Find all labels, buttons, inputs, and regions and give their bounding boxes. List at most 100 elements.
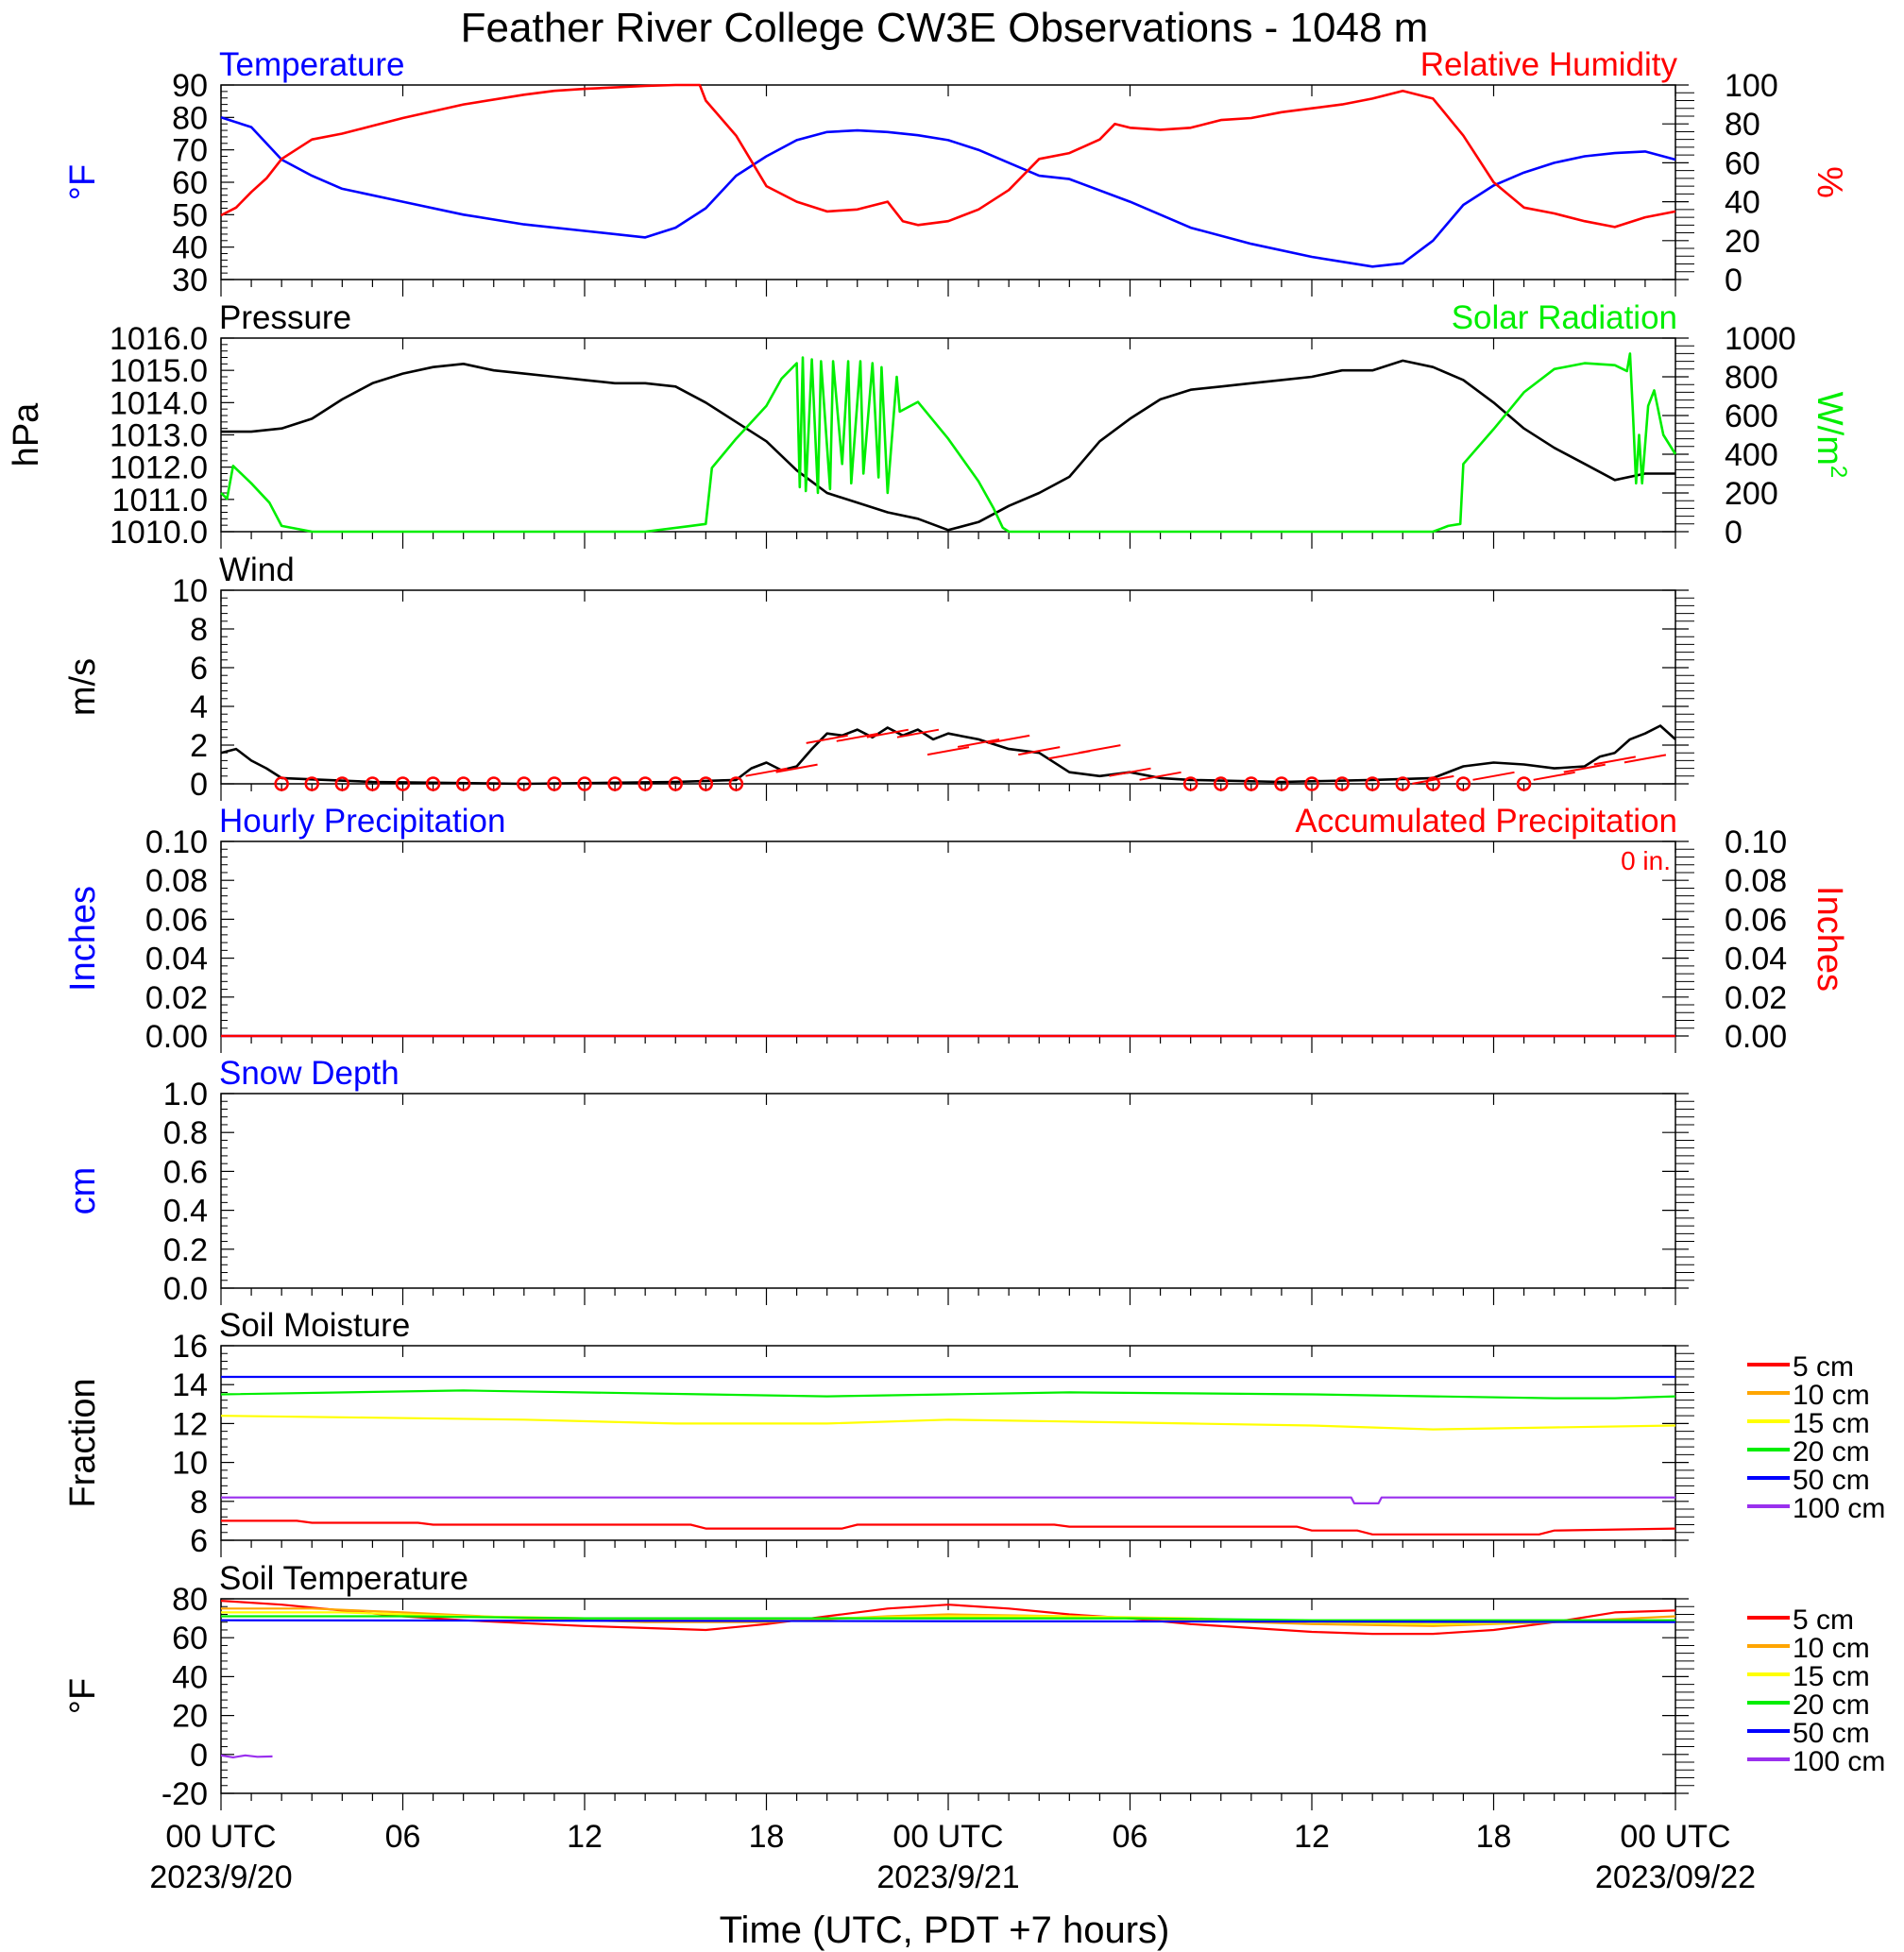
y-axis-label-right-sup: 2 bbox=[1826, 466, 1851, 478]
series-line-wind bbox=[220, 724, 1676, 786]
legend-label: 20 cm bbox=[1793, 1436, 1870, 1468]
y-tick-label-right: 20 bbox=[1725, 224, 1760, 260]
y-tick-label: 6 bbox=[190, 651, 208, 687]
wind-calm-marker bbox=[607, 776, 622, 791]
y-tick-label: 1015.0 bbox=[110, 353, 208, 389]
y-tick-label-right: 80 bbox=[1725, 107, 1760, 143]
x-tick-label: 12 bbox=[567, 1819, 603, 1855]
y-tick-label: 30 bbox=[172, 263, 208, 298]
wind-calm-marker bbox=[517, 776, 532, 791]
wind-barb bbox=[1109, 767, 1151, 777]
wind-barb bbox=[1624, 754, 1667, 764]
y-tick-label: 0.04 bbox=[145, 942, 208, 977]
wind-calm-marker bbox=[1425, 776, 1441, 791]
panel-title-left: Soil Moisture bbox=[219, 1307, 410, 1344]
y-tick-label-right: 0.06 bbox=[1725, 902, 1787, 938]
wind-barb bbox=[1533, 771, 1575, 781]
panel-annotation: 0 in. bbox=[1621, 846, 1671, 875]
x-tick-label: 12 bbox=[1294, 1819, 1330, 1855]
y-tick-label-right: 100 bbox=[1725, 68, 1778, 104]
x-date-label: 2023/9/21 bbox=[876, 1859, 1019, 1895]
y-axis-label: hPa bbox=[7, 402, 46, 467]
y-tick-label: 60 bbox=[172, 165, 208, 201]
wind-barb bbox=[775, 763, 818, 773]
y-tick-label: 40 bbox=[172, 1659, 208, 1695]
panel-frame bbox=[220, 1345, 1676, 1541]
panel-title-left: Pressure bbox=[219, 299, 351, 336]
y-tick-label: 8 bbox=[190, 612, 208, 648]
legend-label: 5 cm bbox=[1793, 1604, 1854, 1636]
y-tick-label: 1013.0 bbox=[110, 418, 208, 454]
y-tick-label: 1012.0 bbox=[110, 450, 208, 486]
legend-label: 10 cm bbox=[1793, 1380, 1870, 1411]
wind-barb bbox=[987, 734, 1030, 744]
wind-barb bbox=[957, 738, 1000, 748]
wind-calm-marker bbox=[1274, 776, 1289, 791]
wind-barb bbox=[866, 728, 910, 738]
wind-barb bbox=[1018, 746, 1061, 756]
y-tick-label: 0.06 bbox=[145, 902, 208, 938]
series-line-20-cm bbox=[221, 1615, 1675, 1621]
y-axis-label-right: Inches bbox=[1810, 886, 1849, 992]
y-axis-label: cm bbox=[63, 1167, 103, 1215]
wind-calm-marker bbox=[547, 776, 562, 791]
y-tick-label: 70 bbox=[172, 133, 208, 169]
y-tick-label: 0 bbox=[190, 767, 208, 803]
series-line-5-cm bbox=[221, 1519, 1676, 1536]
y-tick-label: 0.08 bbox=[145, 863, 208, 899]
wind-calm-marker bbox=[486, 776, 502, 791]
y-tick-label: 0.4 bbox=[163, 1194, 208, 1230]
wind-barb bbox=[836, 732, 878, 742]
y-tick-label-right: 0.02 bbox=[1725, 980, 1787, 1016]
y-tick-label-right: 200 bbox=[1725, 476, 1778, 512]
y-tick-label-right: 800 bbox=[1725, 360, 1778, 396]
y-axis-label: Inches bbox=[63, 886, 103, 992]
series-line-pressure bbox=[221, 359, 1675, 532]
x-axis-label: Time (UTC, PDT +7 hours) bbox=[720, 1910, 1170, 1951]
x-date-label: 2023/9/20 bbox=[149, 1859, 292, 1895]
y-tick-label: 0.10 bbox=[145, 824, 208, 860]
y-tick-label-right: 0 bbox=[1725, 515, 1742, 551]
y-tick-label: 80 bbox=[172, 1582, 208, 1618]
y-axis-label-right: W/m2 bbox=[1810, 392, 1851, 478]
wind-barb bbox=[745, 767, 788, 777]
y-axis-label: °F bbox=[63, 1678, 103, 1714]
x-tick-label: 18 bbox=[1476, 1819, 1512, 1855]
y-axis-label: m/s bbox=[63, 658, 103, 716]
y-tick-label-right: 400 bbox=[1725, 437, 1778, 473]
wind-calm-marker bbox=[365, 776, 381, 791]
legend-label: 20 cm bbox=[1793, 1689, 1870, 1721]
y-tick-label: 0.00 bbox=[145, 1019, 208, 1055]
wind-calm-marker bbox=[425, 776, 441, 791]
y-tick-label: 1011.0 bbox=[112, 483, 208, 518]
x-tick-label: 18 bbox=[749, 1819, 785, 1855]
wind-calm-marker bbox=[274, 776, 289, 791]
y-tick-label: 80 bbox=[172, 100, 208, 136]
legend-label: 100 cm bbox=[1793, 1493, 1885, 1524]
legend-label: 50 cm bbox=[1793, 1465, 1870, 1496]
panel-title-left: Hourly Precipitation bbox=[219, 803, 505, 840]
series-line-20-cm bbox=[220, 1389, 1676, 1400]
series-line-temperature bbox=[220, 116, 1676, 268]
panel-title-left: Wind bbox=[219, 552, 295, 588]
y-tick-label: 2 bbox=[190, 728, 208, 764]
y-tick-label-right: 0.08 bbox=[1725, 863, 1787, 899]
wind-barb bbox=[806, 734, 848, 744]
legend-label: 10 cm bbox=[1793, 1633, 1870, 1664]
panel-frame bbox=[220, 840, 1676, 1037]
panel-title-left: Snow Depth bbox=[219, 1055, 400, 1092]
series-line-50-cm bbox=[220, 1619, 1676, 1623]
y-axis-label-right: % bbox=[1810, 166, 1849, 198]
y-tick-label-right: 40 bbox=[1725, 185, 1760, 221]
wind-calm-marker bbox=[1182, 776, 1198, 791]
y-tick-label: 0.0 bbox=[163, 1271, 208, 1307]
wind-calm-marker bbox=[304, 776, 319, 791]
y-tick-label: 1014.0 bbox=[110, 385, 208, 421]
panel-pressure-solar: 1010.01011.01012.01013.01014.01015.01016… bbox=[7, 299, 1851, 551]
